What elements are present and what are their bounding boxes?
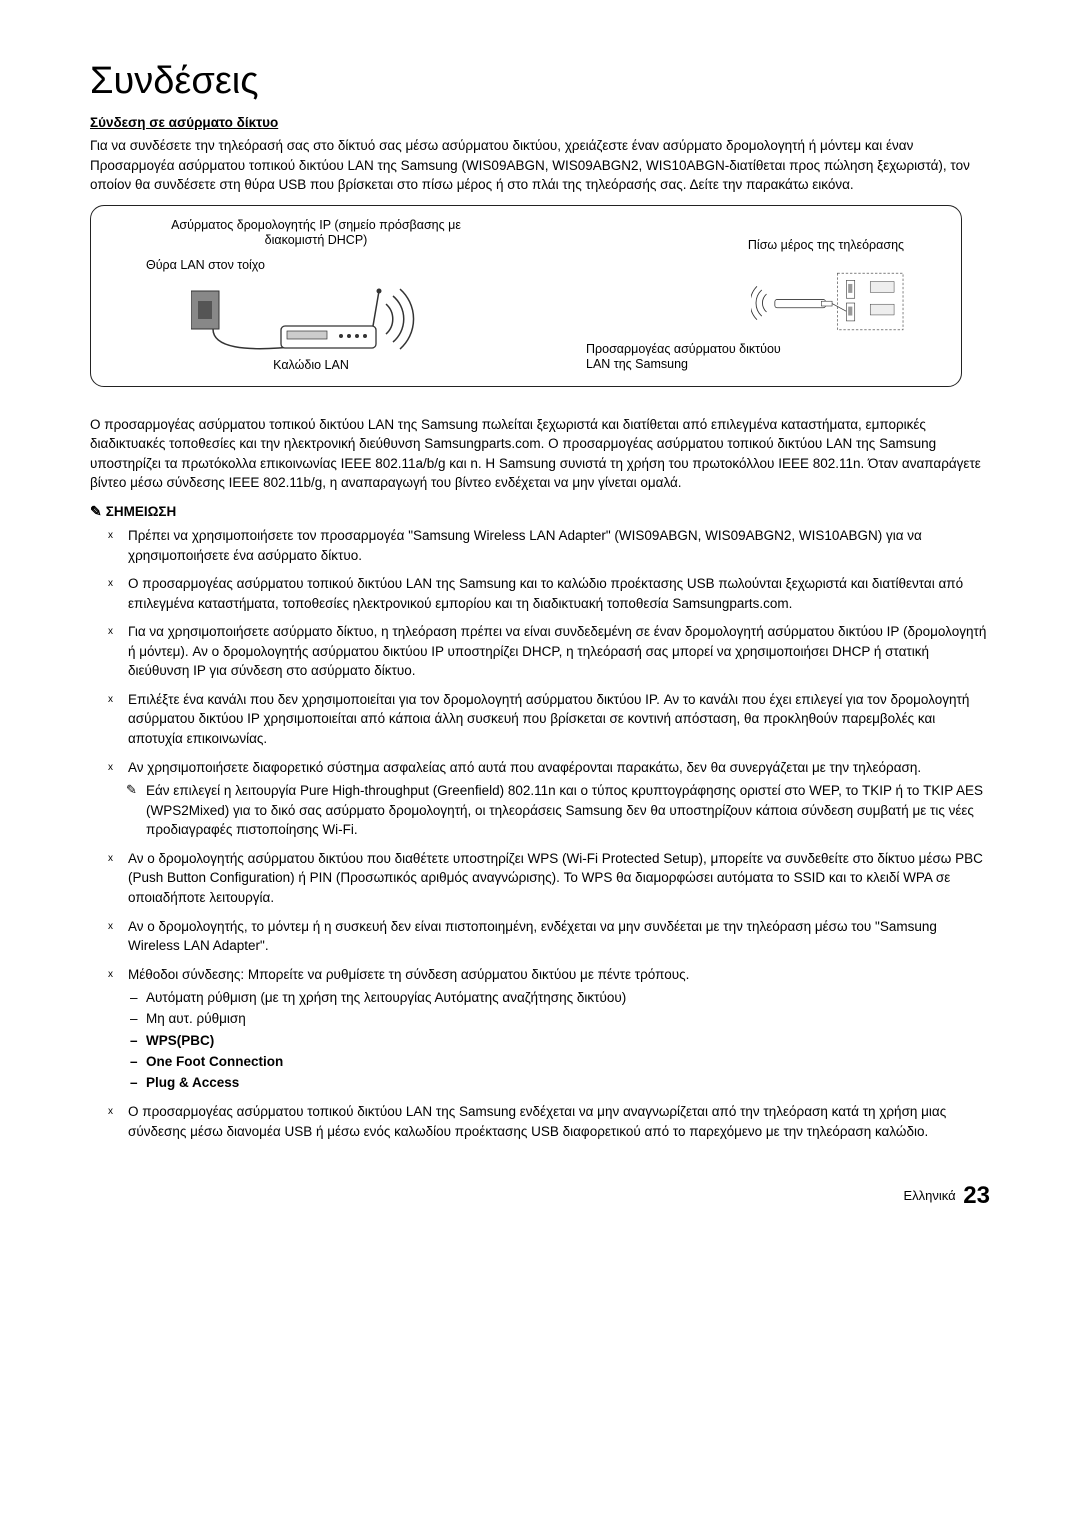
notes-list: Πρέπει να χρησιμοποιήσετε τον προσαρμογέ… (90, 526, 990, 1142)
notes-list-item: Αν ο δρομολογητής ασύρματου δικτύου που … (124, 849, 990, 908)
dash-item: Plug & Access (144, 1073, 990, 1093)
notes-list-item: Μέθοδοι σύνδεσης: Μπορείτε να ρυθμίσετε … (124, 965, 990, 1094)
note-icon: ✎ (90, 503, 102, 520)
router-illustration (191, 286, 441, 376)
note-heading: ✎ ΣΗΜΕΙΩΣΗ (90, 503, 990, 520)
dash-list: Αυτόματη ρύθμιση (με τη χρήση της λειτου… (128, 988, 990, 1093)
dash-item: Μη αυτ. ρύθμιση (144, 1009, 990, 1029)
notes-list-item: Ο προσαρμογέας ασύρματου τοπικού δικτύου… (124, 574, 990, 613)
page-footer: Ελληνικά 23 (90, 1182, 990, 1210)
sub-note: Εάν επιλεγεί η λειτουργία Pure High-thro… (128, 781, 990, 840)
footer-lang: Ελληνικά (904, 1188, 956, 1203)
wall-port-label: Θύρα LAN στον τοίχο (146, 258, 291, 274)
notes-list-item: Ο προσαρμογέας ασύρματου τοπικού δικτύου… (124, 1102, 990, 1141)
dash-item: WPS(PBC) (144, 1031, 990, 1051)
notes-list-item: Αν χρησιμοποιήσετε διαφορετικό σύστημα α… (124, 758, 990, 840)
dash-item: One Foot Connection (144, 1052, 990, 1072)
tv-illustration (751, 261, 906, 351)
notes-list-item: Επιλέξτε ένα κανάλι που δεν χρησιμοποιεί… (124, 690, 990, 749)
footer-page-number: 23 (963, 1182, 990, 1209)
page-title: Συνδέσεις (90, 60, 990, 103)
post-diagram-paragraph: Ο προσαρμογέας ασύρματου τοπικού δικτύου… (90, 415, 990, 493)
router-caption: Ασύρματος δρομολογητής IP (σημείο πρόσβα… (166, 218, 466, 249)
notes-list-item: Πρέπει να χρησιμοποιήσετε τον προσαρμογέ… (124, 526, 990, 565)
connection-diagram: Ασύρματος δρομολογητής IP (σημείο πρόσβα… (90, 205, 962, 387)
note-label: ΣΗΜΕΙΩΣΗ (106, 504, 177, 519)
tv-back-label: Πίσω μέρος της τηλεόρασης (731, 238, 921, 254)
notes-list-item: Για να χρησιμοποιήσετε ασύρματο δίκτυο, … (124, 622, 990, 681)
notes-list-item: Αν ο δρομολογητής, το μόντεμ ή η συσκευή… (124, 917, 990, 956)
dash-item: Αυτόματη ρύθμιση (με τη χρήση της λειτου… (144, 988, 990, 1008)
intro-paragraph: Για να συνδέσετε την τηλεόρασή σας στο δ… (90, 136, 990, 195)
section-heading: Σύνδεση σε ασύρματο δίκτυο (90, 115, 990, 130)
